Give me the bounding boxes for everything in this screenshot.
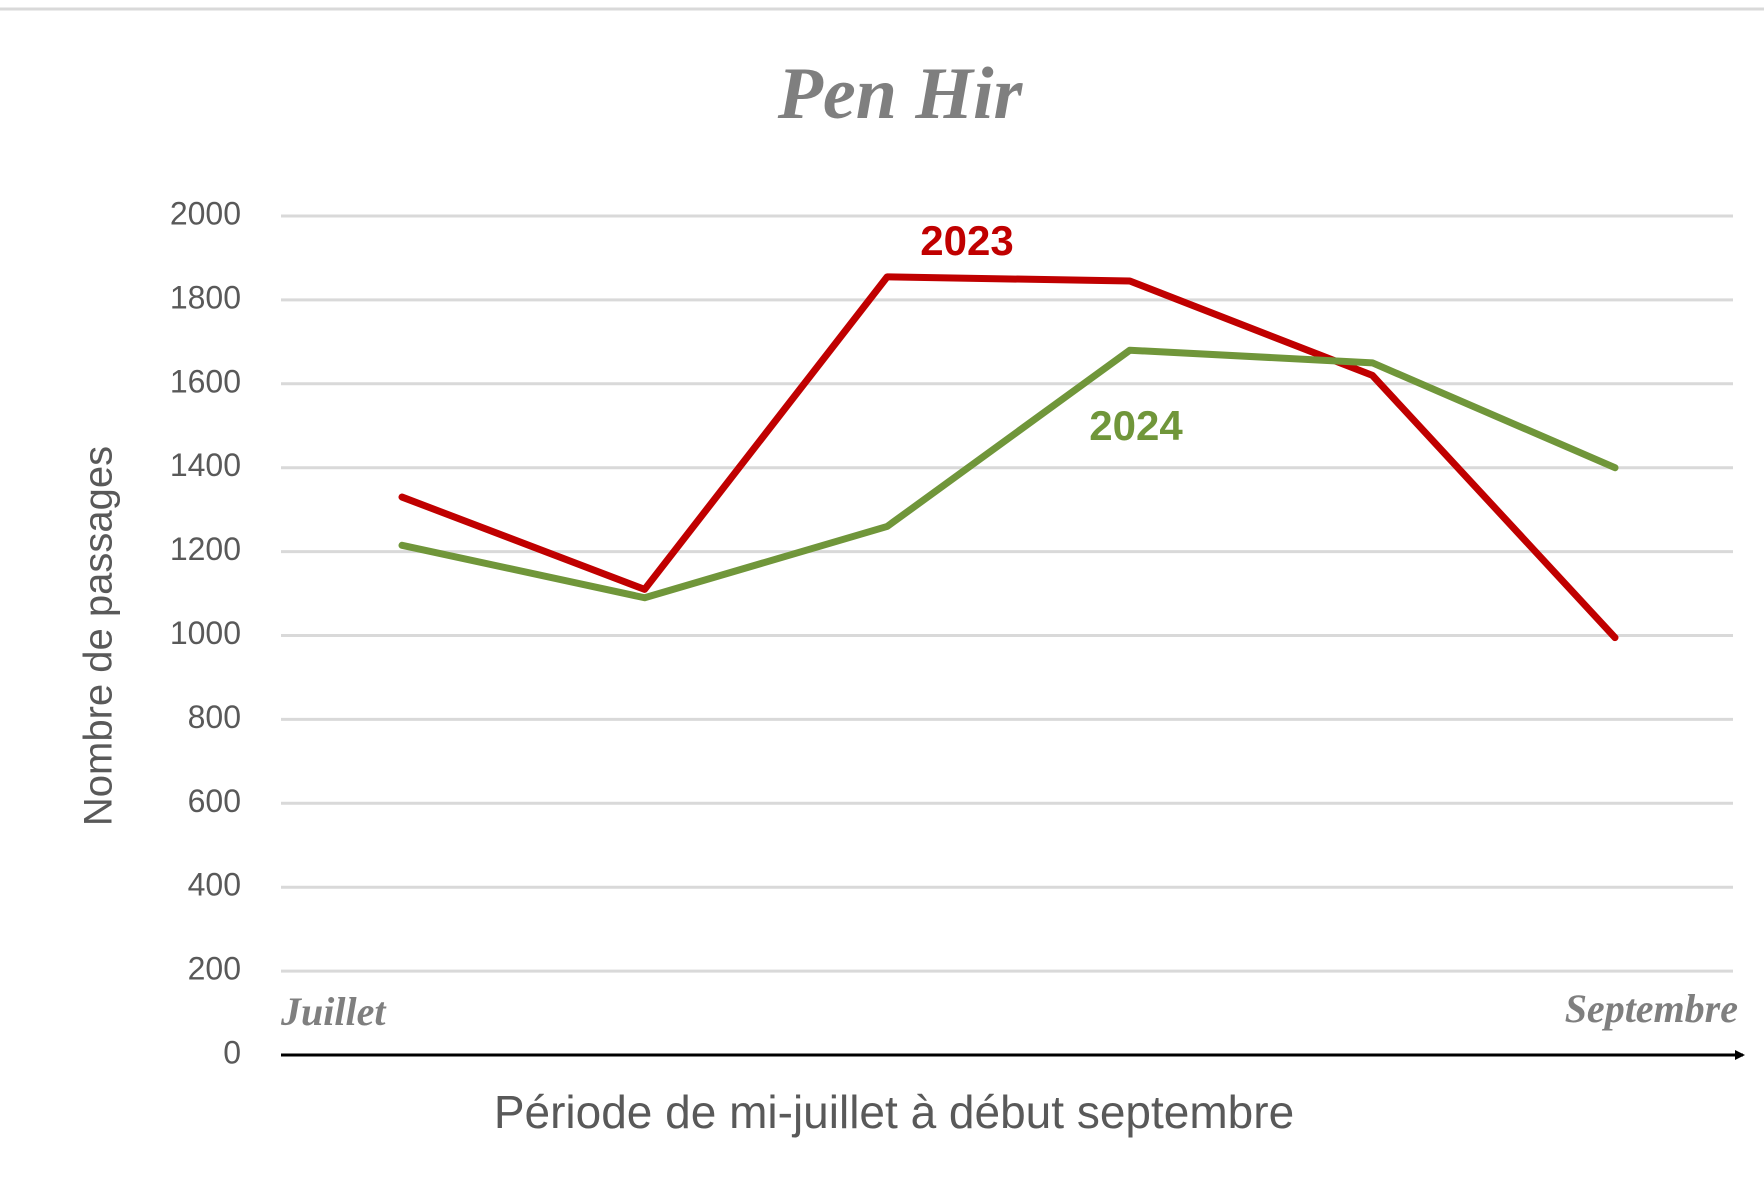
start-annotation: Juillet — [280, 989, 387, 1034]
y-tick-label: 1000 — [170, 615, 241, 651]
y-tick-label: 1200 — [170, 531, 241, 567]
y-tick-label: 1600 — [170, 363, 241, 399]
series-line — [398, 273, 1619, 642]
y-tick-label: 1400 — [170, 447, 241, 483]
y-tick-label: 2000 — [170, 195, 241, 231]
end-annotation: Septembre — [1565, 986, 1738, 1031]
y-tick-label: 200 — [188, 951, 241, 987]
chart-title: Pen Hir — [777, 53, 1024, 135]
series-label: 2023 — [920, 217, 1013, 264]
series-line — [398, 346, 1619, 602]
y-tick-label: 600 — [188, 783, 241, 819]
y-axis-label: Nombre de passages — [77, 446, 121, 826]
x-axis-label: Période de mi-juillet à début septembre — [494, 1086, 1294, 1138]
y-tick-label: 1800 — [170, 279, 241, 315]
series-label: 2024 — [1089, 402, 1183, 449]
y-tick-label: 400 — [188, 867, 241, 903]
y-tick-label: 800 — [188, 699, 241, 735]
y-tick-label: 0 — [223, 1034, 241, 1070]
